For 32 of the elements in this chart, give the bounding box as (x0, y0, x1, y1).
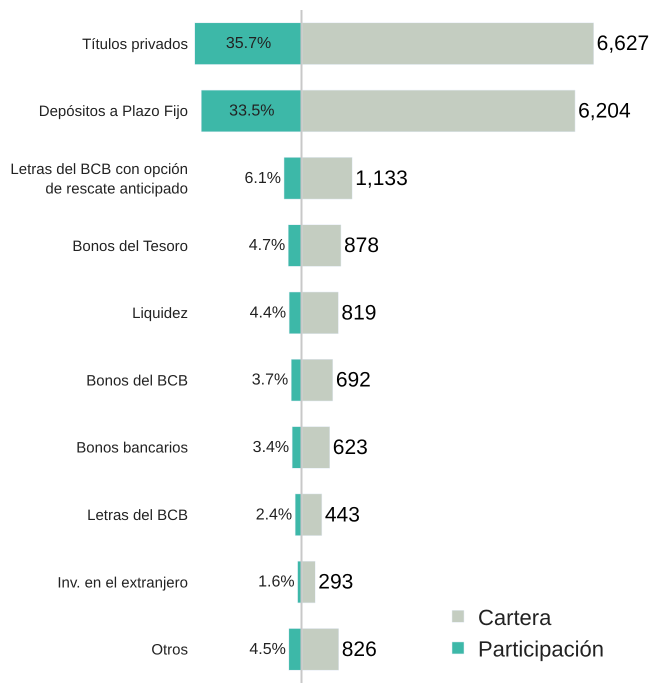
legend-label: Cartera (478, 604, 552, 630)
y-tick-label: Bonos del BCB (86, 372, 188, 390)
y-tick-label: Letras del BCB con opción de rescate anticipado (10, 160, 188, 198)
data-label: 1.6% (258, 574, 295, 591)
y-tick-label: Depósitos a Plazo Fijo (38, 103, 188, 120)
legend-label: Participación (478, 636, 604, 662)
data-label: 4.5% (249, 640, 286, 658)
data-label: 878 (344, 234, 380, 258)
data-label: 692 (336, 368, 371, 392)
data-label: 6,627 (596, 32, 650, 56)
data-label: 3.4% (252, 438, 290, 456)
y-tick-label: Letras del BCB (87, 507, 188, 524)
data-label: 443 (324, 503, 360, 526)
data-label: 1,133 (355, 166, 408, 190)
data-label: 826 (342, 638, 377, 661)
data-label: 3.7% (252, 372, 288, 389)
data-label: 35.7% (226, 35, 272, 52)
y-tick-label: Bonos bancarios (76, 440, 188, 457)
data-label: 4.7% (248, 237, 286, 254)
y-tick-label: Otros (151, 642, 188, 659)
data-label: 623 (332, 436, 368, 459)
y-tick-label: Títulos privados (82, 36, 188, 53)
data-label: 2.4% (256, 506, 292, 524)
data-label: 6.1% (244, 170, 281, 187)
data-label: 293 (318, 570, 354, 594)
data-label: 6,204 (578, 99, 631, 122)
y-tick-label: Bonos del Tesoro (72, 238, 188, 255)
y-tick-label: Liquidez (132, 305, 188, 322)
y-tick-label: Inv. en el extranjero (57, 574, 188, 592)
data-label: 33.5% (229, 102, 275, 120)
data-label: 4.4% (250, 304, 286, 322)
data-label: 819 (341, 301, 376, 324)
